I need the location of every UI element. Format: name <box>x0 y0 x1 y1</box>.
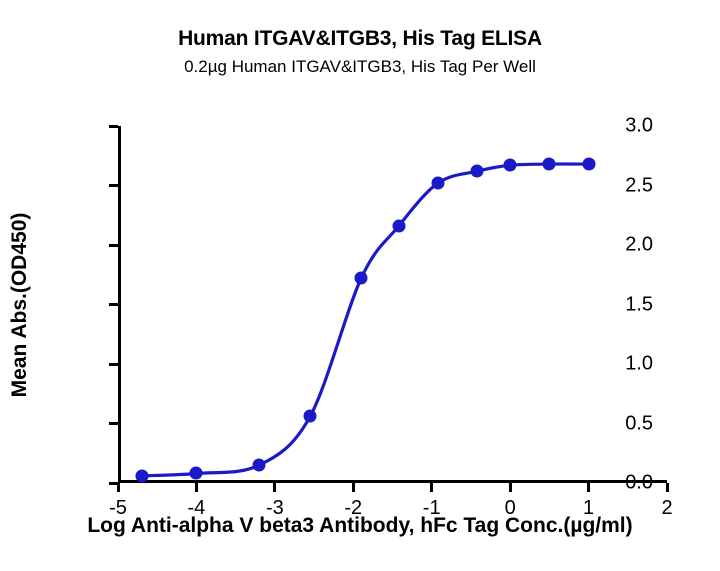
x-tick-label: 0 <box>504 497 516 519</box>
y-tick-mark <box>109 184 118 187</box>
y-tick-label: 1.5 <box>625 293 653 315</box>
plot-wrap: 0.0 0.5 1.0 1.5 2.0 2.5 3.0 -5 -4 -3 -2 -1 0 1 2 <box>109 115 673 519</box>
y-tick-label: 3.0 <box>625 114 653 137</box>
data-point <box>582 157 596 171</box>
data-point <box>542 157 556 171</box>
x-tick-label: -3 <box>265 497 284 519</box>
data-point <box>252 458 266 472</box>
y-axis-title-holder: Mean Abs.(OD450) <box>8 126 68 483</box>
x-tick-mark <box>430 483 434 492</box>
y-tick-mark <box>109 303 118 306</box>
data-point <box>431 176 445 190</box>
x-tick-mark <box>194 483 198 492</box>
x-axis-title: Log Anti-alpha V beta3 Antibody, hFc Tag… <box>87 514 633 537</box>
y-tick-mark <box>109 124 118 128</box>
x-tick-label: -5 <box>109 497 127 519</box>
x-tick-mark <box>116 483 120 492</box>
fit-curve <box>139 162 591 478</box>
chart-title: Human ITGAV&ITGB3, His Tag ELISA <box>178 27 542 50</box>
x-tick-mark <box>351 483 355 492</box>
y-tick-label: 0.5 <box>625 412 653 434</box>
plot-area: 0.0 0.5 1.0 1.5 2.0 2.5 3.0 -5 -4 -3 -2 -1 0 1 2 <box>109 115 673 519</box>
y-tick-label: 2.0 <box>625 233 653 256</box>
y-tick-mark <box>109 243 118 247</box>
x-tick-label: -1 <box>422 497 441 519</box>
y-tick-mark <box>109 481 118 485</box>
y-tick-label: 1.0 <box>625 352 653 375</box>
data-point <box>189 466 203 480</box>
x-tick-mark <box>273 483 277 492</box>
y-tick-mark <box>109 362 118 366</box>
x-tick-mark <box>587 483 591 492</box>
data-point <box>470 164 484 178</box>
data-point <box>135 469 149 483</box>
y-axis-title: Mean Abs.(OD450) <box>8 212 31 397</box>
x-tick-label: -2 <box>344 497 363 519</box>
data-point <box>303 409 317 423</box>
y-tick-label: 2.5 <box>625 174 653 196</box>
x-tick-label: -4 <box>187 497 206 519</box>
x-axis-line <box>118 480 667 483</box>
series-line <box>139 162 591 478</box>
chart-subtitle: 0.2µg Human ITGAV&ITGB3, His Tag Per Wel… <box>184 57 536 76</box>
y-tick-mark <box>109 422 118 425</box>
y-axis-line <box>118 126 121 483</box>
x-tick-mark <box>508 483 512 492</box>
data-point <box>503 158 517 172</box>
x-tick-mark <box>665 483 669 492</box>
data-point <box>392 219 406 233</box>
x-tick-label: 1 <box>583 497 595 519</box>
x-tick-label: 2 <box>661 497 673 519</box>
data-point <box>354 271 368 285</box>
y-tick-label: 0.0 <box>625 471 653 494</box>
